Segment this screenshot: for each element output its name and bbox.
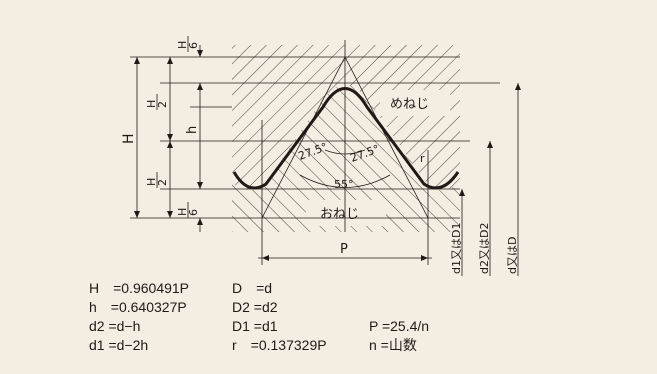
fraction-h2-upper: H 2 bbox=[145, 94, 169, 110]
frac-lower-num: H bbox=[145, 178, 158, 186]
frac-lower-den: 2 bbox=[156, 179, 169, 186]
right-arrows bbox=[262, 83, 521, 261]
male-thread-label: おねじ bbox=[320, 207, 359, 222]
left-dimension-lines bbox=[136, 45, 201, 232]
female-label-box bbox=[380, 90, 450, 116]
frac-bottom-den: 6 bbox=[187, 209, 200, 216]
frac-top-num: H bbox=[176, 41, 189, 49]
fraction-h6-bottom: H 6 bbox=[176, 202, 200, 218]
construction-lines bbox=[261, 40, 429, 265]
male-label-box bbox=[306, 200, 386, 226]
fraction-h2-lower: H 2 bbox=[145, 172, 169, 188]
pitch-label: P bbox=[340, 242, 348, 257]
frac-upper-den: 2 bbox=[156, 101, 169, 108]
reference-lines bbox=[130, 56, 500, 219]
d-label: d又はD bbox=[506, 237, 519, 274]
frac-top-den: 6 bbox=[187, 42, 200, 49]
right-dimension-lines bbox=[258, 83, 519, 276]
left-arrows bbox=[134, 50, 203, 225]
frac-upper-num: H bbox=[145, 100, 158, 108]
female-thread-label: めねじ bbox=[390, 97, 429, 112]
fraction-h6-top: H 6 bbox=[176, 36, 200, 52]
d1-label: d1又はD1 bbox=[450, 223, 463, 274]
d2-label: d2又はD2 bbox=[478, 223, 491, 274]
angle-total-label: 55° bbox=[334, 178, 354, 191]
H-label: H bbox=[121, 133, 137, 144]
frac-bottom-num: H bbox=[176, 208, 189, 216]
h-label: h bbox=[185, 126, 200, 134]
radius-label: r bbox=[420, 152, 425, 165]
